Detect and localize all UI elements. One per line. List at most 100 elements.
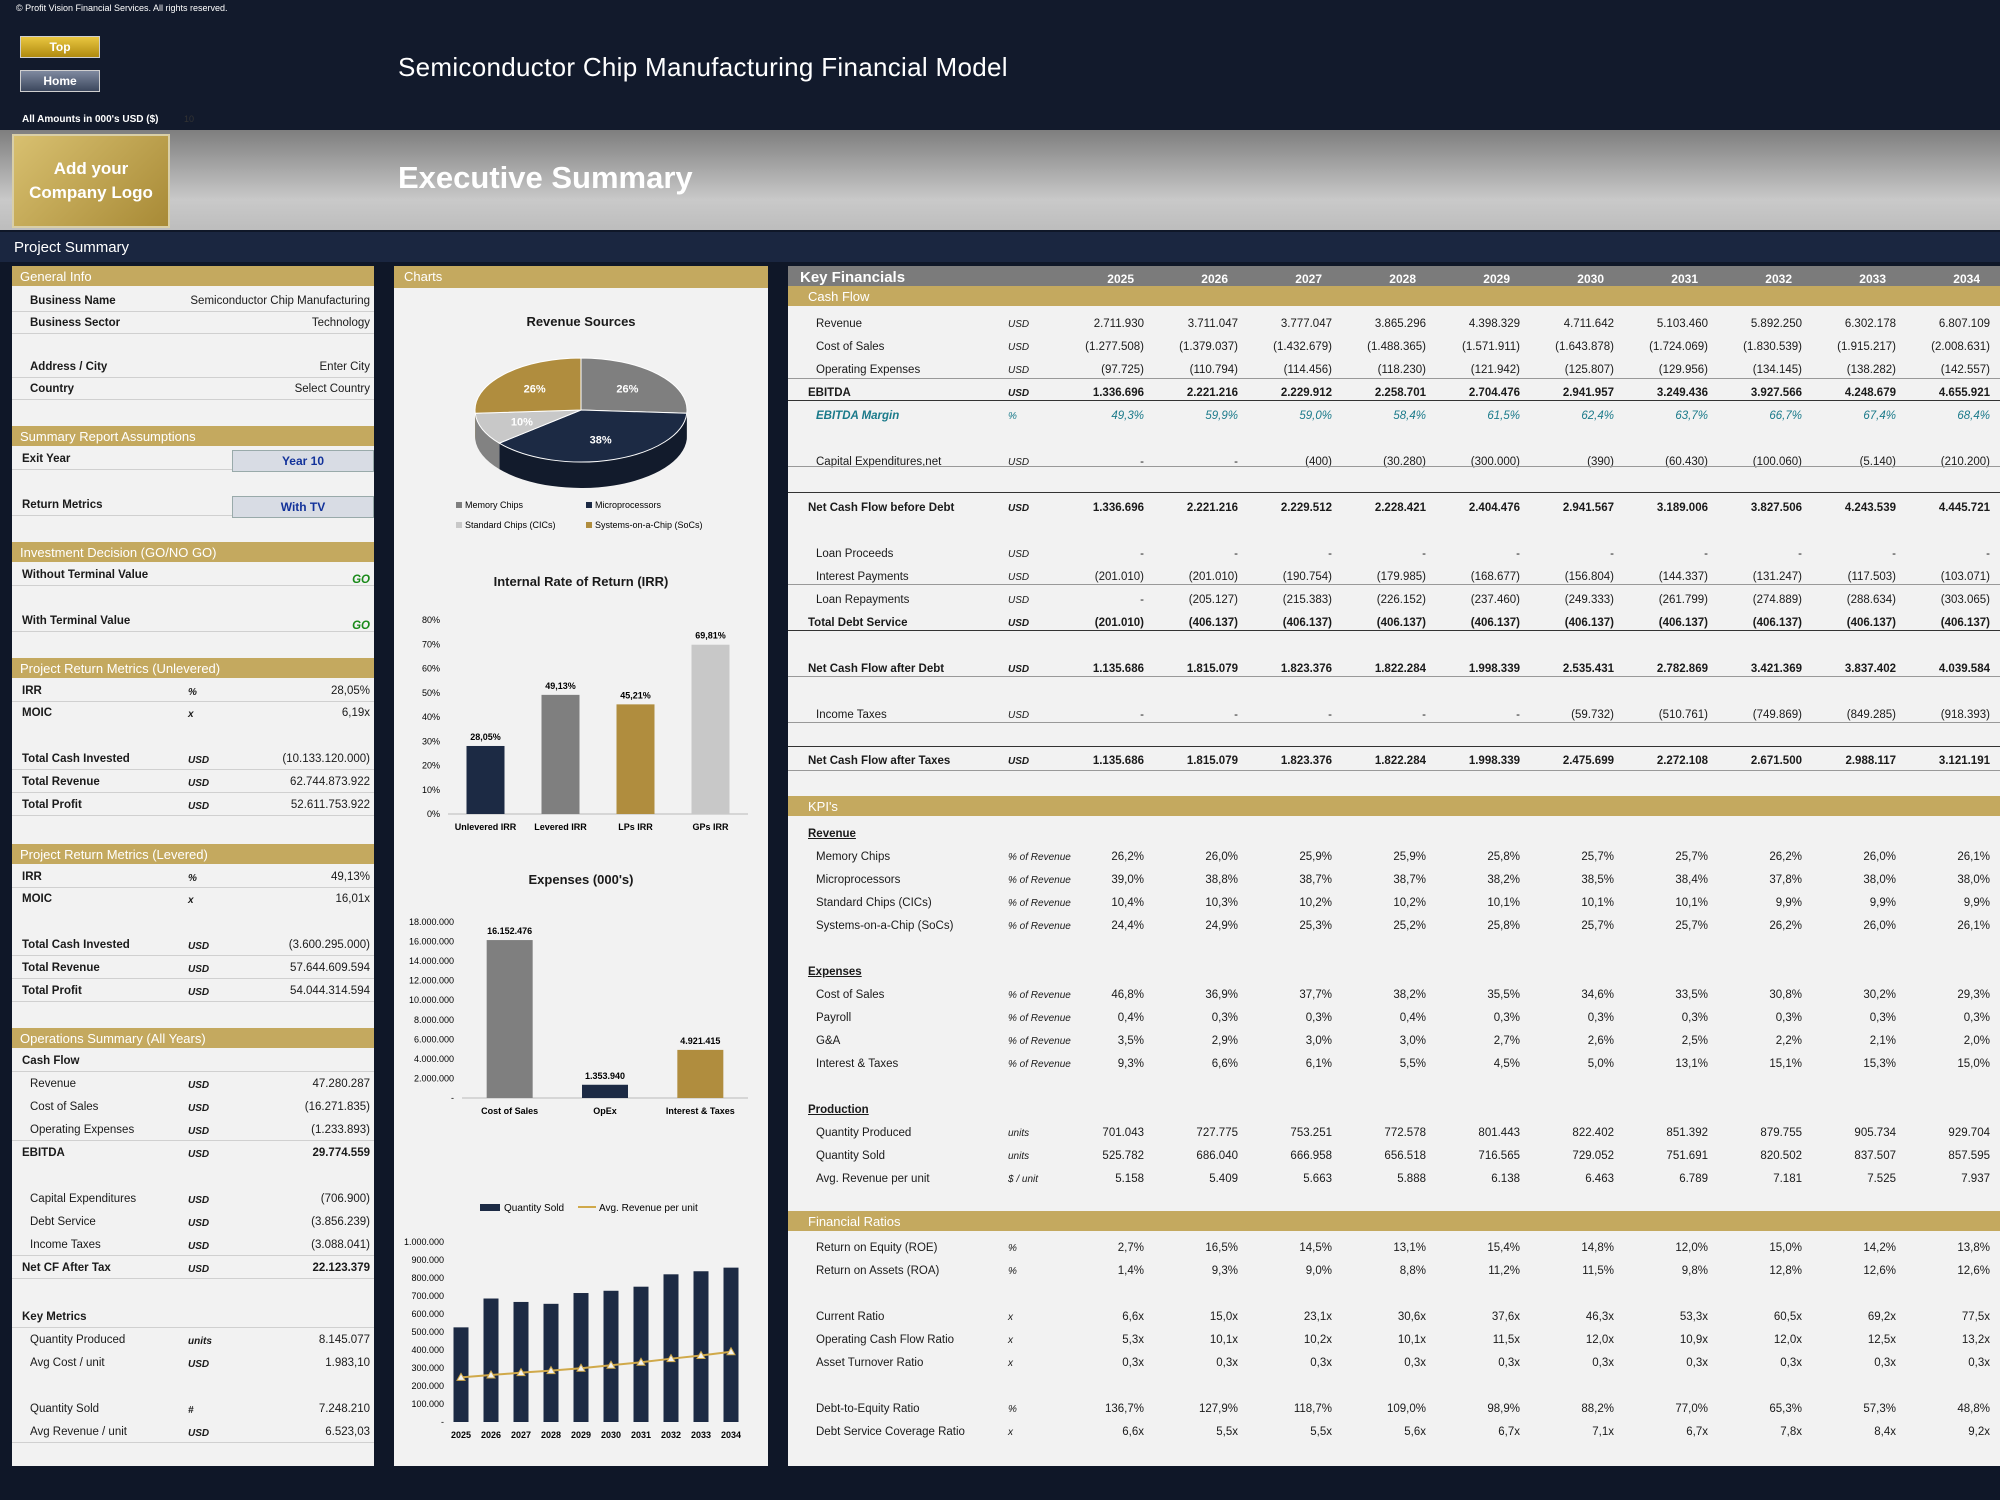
ops-debt-row: Debt Service USD (3.856.239) bbox=[12, 1211, 374, 1233]
cell-value: 38,5% bbox=[1581, 874, 1614, 886]
bar-data-label: 28,05% bbox=[470, 732, 501, 742]
cell-value: 1.823.376 bbox=[1280, 663, 1332, 675]
with-tv-row: With Terminal Value GO bbox=[12, 610, 374, 632]
lev-irr-row: IRR% 49,13% bbox=[12, 866, 374, 888]
financial-row: Production bbox=[788, 1100, 2000, 1120]
row-label: Loan Proceeds bbox=[816, 548, 894, 560]
unlev-moic-row: MOIC x 6,19x bbox=[12, 702, 374, 724]
cell-value: - bbox=[1234, 456, 1238, 468]
cell-value: 753.251 bbox=[1290, 1127, 1332, 1139]
cell-value: 1.815.079 bbox=[1186, 663, 1238, 675]
cell-value: 30,2% bbox=[1863, 989, 1896, 1001]
cell-value: (60.430) bbox=[1665, 456, 1708, 468]
legend-label: Avg. Revenue per unit bbox=[599, 1203, 698, 1214]
charts-header: Charts bbox=[394, 266, 768, 288]
bar bbox=[466, 745, 505, 814]
cell-value: 6,7x bbox=[1686, 1426, 1708, 1438]
row-value: (3.600.295.000) bbox=[288, 939, 370, 951]
row-label: Exit Year bbox=[22, 453, 71, 465]
y-tick-label: 300.000 bbox=[411, 1363, 444, 1373]
row-unit: % of Revenue bbox=[1008, 921, 1071, 932]
cell-value: 7.181 bbox=[1773, 1173, 1802, 1185]
row-value: 6,19x bbox=[341, 707, 370, 719]
page-title: Executive Summary bbox=[398, 160, 693, 195]
year-header: 2028 bbox=[1389, 272, 1416, 286]
cell-value: 3.249.436 bbox=[1656, 387, 1708, 399]
cell-value: 26,1% bbox=[1957, 851, 1990, 863]
financial-row: EBITDA Margin% 49,3% 59,9% 59,0% 58,4% 61,5% 6… bbox=[788, 406, 2000, 426]
year-header: 2025 bbox=[1107, 272, 1134, 286]
row-label: Business Sector bbox=[30, 317, 121, 329]
cell-value: 13,2x bbox=[1961, 1334, 1990, 1346]
model-title: Semiconductor Chip Manufacturing Financi… bbox=[398, 52, 1008, 82]
cell-value: 33,5% bbox=[1675, 989, 1708, 1001]
company-logo-placeholder[interactable]: Add your Company Logo bbox=[12, 134, 170, 228]
row-label: Total Profit bbox=[22, 799, 82, 811]
row-label: Income Taxes bbox=[30, 1239, 101, 1251]
cell-value: (5.140) bbox=[1859, 456, 1896, 468]
top-button[interactable]: Top bbox=[20, 36, 100, 58]
exit-year-select[interactable]: Year 10 bbox=[232, 450, 374, 472]
return-metrics-select[interactable]: With TV bbox=[232, 496, 374, 518]
cell-value: 38,2% bbox=[1393, 989, 1426, 1001]
year-header: 2027 bbox=[1295, 272, 1322, 286]
year-header: 2032 bbox=[1765, 272, 1792, 286]
cell-value: 11,2% bbox=[1488, 1265, 1520, 1277]
cell-value: 2,6% bbox=[1587, 1035, 1614, 1047]
cell-value: (134.145) bbox=[1752, 364, 1802, 376]
cell-value: (142.557) bbox=[1940, 364, 1990, 376]
cell-value: 8,8% bbox=[1399, 1265, 1426, 1277]
country-value[interactable]: Select Country bbox=[294, 383, 370, 395]
row-unit: USD bbox=[1008, 549, 1030, 560]
cell-value: 1.815.079 bbox=[1186, 755, 1238, 767]
row-unit: % bbox=[188, 873, 197, 884]
cell-value: (201.010) bbox=[1094, 617, 1144, 629]
cell-value: 26,2% bbox=[1769, 851, 1802, 863]
cell-value: (1.724.069) bbox=[1649, 341, 1708, 353]
city-value[interactable]: Enter City bbox=[319, 361, 371, 373]
cell-value: 9,2x bbox=[1968, 1426, 1990, 1438]
cell-value: 6,6x bbox=[1122, 1311, 1144, 1323]
return-metrics-row: Return Metrics bbox=[12, 494, 374, 516]
cell-value: (510.761) bbox=[1658, 709, 1708, 721]
ops-revenue-row: Revenue USD 47.280.287 bbox=[12, 1073, 374, 1095]
cell-value: 2.671.500 bbox=[1750, 755, 1802, 767]
y-tick-label: 1.000.000 bbox=[404, 1237, 444, 1247]
row-unit: % of Revenue bbox=[1008, 1013, 1071, 1024]
cell-value: 2.229.512 bbox=[1280, 502, 1332, 514]
row-label: Quantity Sold bbox=[30, 1403, 100, 1415]
financial-row: Return on Assets (ROA)% 1,4% 9,3% 9,0% 8,8% 1… bbox=[788, 1261, 2000, 1281]
cell-value: (117.503) bbox=[1847, 571, 1896, 583]
cell-value: 15,0% bbox=[1769, 1242, 1802, 1254]
home-button[interactable]: Home bbox=[20, 70, 100, 92]
cell-value: 879.755 bbox=[1760, 1127, 1802, 1139]
financial-row: Capital Expenditures,net USD - - (400) (30.28… bbox=[788, 452, 2000, 472]
cell-value: 39,0% bbox=[1111, 874, 1144, 886]
pie-side bbox=[475, 413, 500, 470]
quantity-combo-chart: - 100.000 200.000 300.000 400.000 500.000 600.… bbox=[404, 1203, 741, 1440]
cell-value: 820.502 bbox=[1760, 1150, 1802, 1162]
cell-value: 5,3x bbox=[1122, 1334, 1144, 1346]
cell-value: 10,1x bbox=[1397, 1334, 1426, 1346]
row-unit: USD bbox=[1008, 365, 1030, 376]
ops-netcf-row: Net CF After Tax USD 22.123.379 bbox=[12, 1257, 374, 1279]
cell-value: (406.137) bbox=[1940, 617, 1990, 629]
y-tick-label: 60% bbox=[422, 664, 440, 674]
cell-value: (2.008.631) bbox=[1931, 341, 1990, 353]
business-name-value[interactable]: Semiconductor Chip Manufacturing bbox=[190, 295, 370, 307]
row-label: Avg Revenue / unit bbox=[30, 1426, 127, 1438]
business-sector-value[interactable]: Technology bbox=[311, 317, 370, 329]
row-value: 7.248.210 bbox=[318, 1403, 370, 1415]
key-financials-panel: Key Financials 2025 2026 2027 2028 2029 2030 2… bbox=[788, 266, 2000, 1466]
unlev-revenue-row: Total Revenue USD 62.744.873.922 bbox=[12, 771, 374, 793]
cell-value: 7.937 bbox=[1961, 1173, 1990, 1185]
cell-value: (406.137) bbox=[1470, 617, 1520, 629]
cell-value: 61,5% bbox=[1487, 410, 1520, 422]
cell-value: 10,2x bbox=[1303, 1334, 1332, 1346]
cell-value: 6.138 bbox=[1491, 1173, 1520, 1185]
cell-value: 5.892.250 bbox=[1750, 318, 1802, 330]
bar-data-label: 49,13% bbox=[545, 681, 576, 691]
pie-slice bbox=[580, 357, 688, 414]
ops-tax-row: Income Taxes USD (3.088.041) bbox=[12, 1234, 374, 1256]
financial-row: Current Ratio x 6,6x 15,0x 23,1x 30,6x 37,6x 46… bbox=[788, 1307, 2000, 1327]
